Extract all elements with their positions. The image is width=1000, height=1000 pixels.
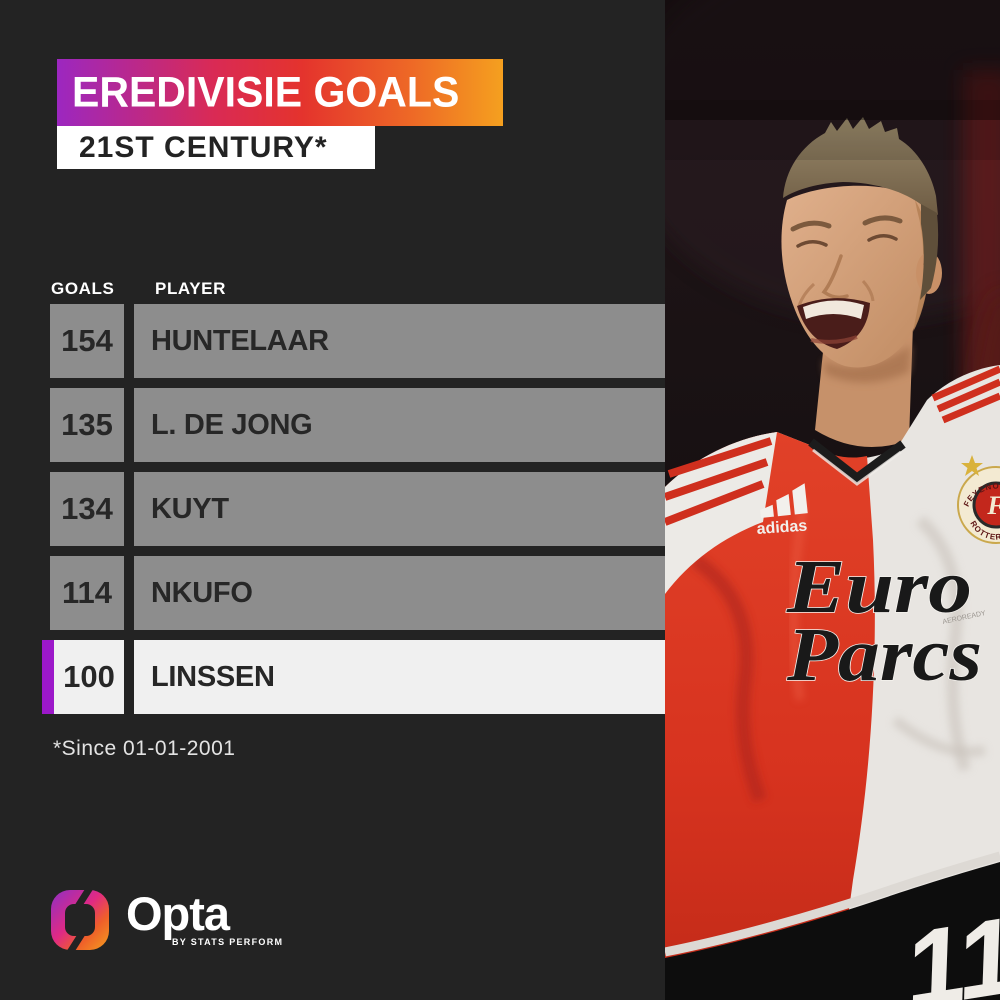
opta-branding: Opta BY STATS PERFORM [50, 888, 310, 958]
table-row: 135 L. DE JONG [0, 388, 666, 462]
goals-value: 114 [50, 556, 124, 630]
opta-tagline: BY STATS PERFORM [172, 937, 284, 947]
player-eye-right [867, 234, 898, 242]
opta-logo-icon [51, 888, 109, 952]
player-head [781, 117, 942, 368]
player-teeth [803, 300, 864, 319]
footnote: *Since 01-01-2001 [53, 737, 236, 760]
jersey-hem [665, 851, 1000, 957]
player-hair [783, 117, 938, 215]
subtitle-banner: 21ST CENTURY* [57, 126, 375, 169]
player-name: KUYT [134, 472, 666, 546]
table-row: 114 NKUFO [0, 556, 666, 630]
jersey-left-shoulder [665, 432, 777, 594]
table-row-highlighted: 100 LINSSEN [0, 640, 666, 714]
player-photo: adidas F FEYENOORD ROTTERDAM Euro Par [665, 0, 1000, 1000]
shoulder-stripes-left [665, 437, 773, 526]
adidas-logo-icon [760, 483, 808, 518]
player-name: NKUFO [134, 556, 666, 630]
page-subtitle: 21ST CENTURY* [79, 130, 328, 164]
player-name: LINSSEN [134, 640, 666, 714]
goals-value: 135 [50, 388, 124, 462]
goals-value: 134 [50, 472, 124, 546]
player-eye-left [796, 240, 828, 248]
player-name: L. DE JONG [134, 388, 666, 462]
shoulder-stripes-right [931, 365, 1000, 424]
crest-star-icon [961, 455, 983, 476]
column-header-player: PLAYER [155, 279, 226, 298]
stats-table: 154 HUNTELAAR 135 L. DE JONG 134 KUYT 11… [0, 304, 666, 724]
goals-value: 100 [54, 640, 124, 714]
table-row: 154 HUNTELAAR [0, 304, 666, 378]
page-title: EREDIVISIE GOALS [72, 68, 460, 116]
title-banner: EREDIVISIE GOALS [57, 59, 503, 126]
opta-wordmark: Opta [126, 887, 230, 940]
player-jersey: adidas F FEYENOORD ROTTERDAM Euro Par [665, 365, 1000, 1000]
crest-letter: F [986, 491, 1000, 520]
column-header-goals: GOALS [51, 279, 115, 298]
sponsor-text-line1: Euro [786, 545, 972, 629]
shorts-number: 11 [896, 894, 1000, 1000]
highlight-accent-bar [42, 640, 54, 714]
table-row: 134 KUYT [0, 472, 666, 546]
adidas-wordmark: adidas [756, 517, 808, 538]
player-name: HUNTELAAR [134, 304, 666, 378]
feyenoord-crest-icon: F FEYENOORD ROTTERDAM [957, 466, 1000, 544]
jersey-collar [808, 438, 906, 484]
player-shorts [665, 862, 1000, 1000]
goals-value: 154 [50, 304, 124, 378]
sponsor-text-line2: Parcs [786, 613, 982, 697]
